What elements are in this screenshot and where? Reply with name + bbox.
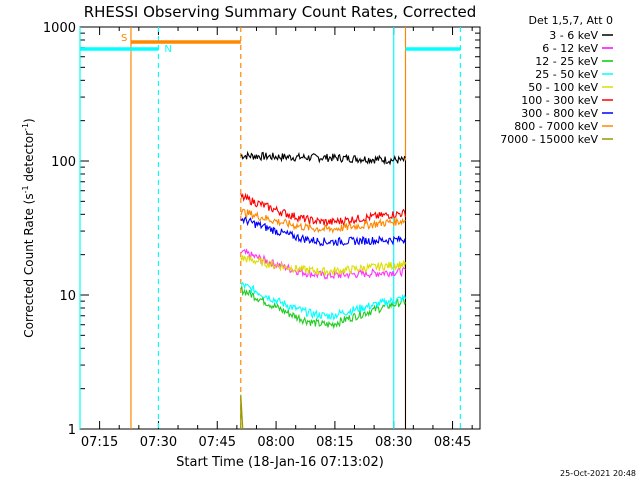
legend-label: 7000 - 15000 keV [500, 133, 598, 146]
flag-label: N [164, 44, 171, 55]
legend-label: 12 - 25 keV [535, 55, 598, 68]
x-tick-label: 08:00 [257, 435, 294, 450]
x-tick-label: 07:15 [81, 435, 118, 450]
y-axis-label: Corrected Count Rate (s-1 detector-1) [21, 118, 36, 337]
legend-title: Det 1,5,7, Att 0 [529, 14, 613, 27]
y-tick-label: 10 [59, 289, 76, 304]
series-trace [240, 192, 407, 227]
y-axis-label-sup2: -1 [21, 123, 30, 131]
series-trace [240, 208, 406, 235]
legend-label: 6 - 12 keV [542, 42, 598, 55]
series-trace [240, 394, 244, 430]
y-axis-label-tail: detector [22, 131, 36, 186]
state-flags: SN [80, 33, 461, 55]
series-trace [240, 150, 406, 166]
series-trace [240, 281, 407, 322]
x-tick-label: 08:15 [316, 435, 353, 450]
y-tick-label: 1000 [43, 21, 76, 36]
series-trace [240, 284, 406, 330]
series-trace [240, 254, 407, 276]
y-axis-label-sup: -1 [21, 185, 30, 193]
x-tick-label: 08:45 [434, 435, 471, 450]
x-tick-label: 07:45 [199, 435, 236, 450]
legend-label: 50 - 100 keV [528, 81, 598, 94]
x-tick-label: 08:30 [375, 435, 412, 450]
y-axis-label-main: Corrected Count Rate (s [22, 193, 36, 337]
chart-title: RHESSI Observing Summary Count Rates, Co… [84, 3, 477, 21]
legend-label: 100 - 300 keV [521, 94, 598, 107]
legend-label: 25 - 50 keV [535, 68, 598, 81]
flag-label: S [121, 33, 127, 44]
y-axis: 1 10 100 1000 [43, 21, 480, 438]
legend-label: 300 - 800 keV [521, 107, 598, 120]
timestamp-footer: 25-Oct-2021 20:48 [560, 469, 636, 478]
plot-area: 1 10 100 1000 07:15 07:30 07:45 08:00 08:15 08:3… [43, 21, 481, 450]
x-axis: 07:15 07:30 07:45 08:00 08:15 08:30 08:45 [79, 27, 473, 450]
y-tick-label: 1 [68, 423, 76, 438]
x-tick-label: 07:30 [140, 435, 177, 450]
legend-label: 800 - 7000 keV [514, 120, 598, 133]
series-traces [240, 150, 407, 430]
y-axis-label-end: ) [22, 118, 36, 123]
legend-label: 3 - 6 keV [549, 29, 598, 42]
y-tick-label: 100 [51, 155, 76, 170]
series-trace [240, 215, 407, 247]
x-axis-label: Start Time (18-Jan-16 07:13:02) [176, 455, 384, 470]
